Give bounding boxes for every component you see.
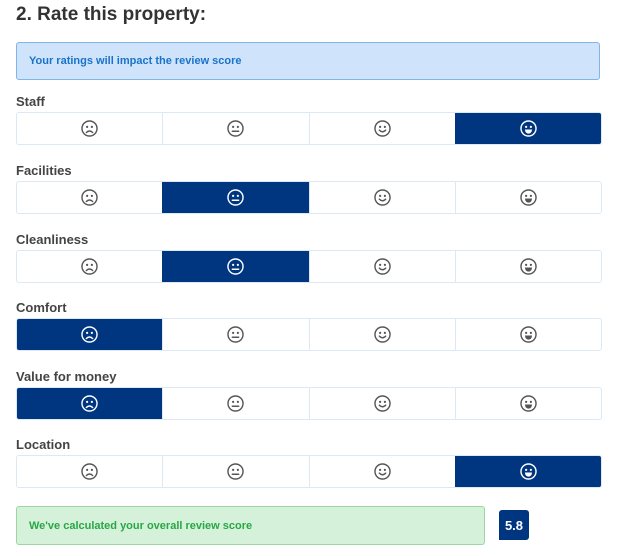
smile-face-icon <box>373 119 392 138</box>
option-sad-face[interactable] <box>17 113 162 144</box>
option-grin-face[interactable] <box>454 251 601 282</box>
grin-face-icon <box>519 462 538 481</box>
grin-face-icon <box>519 119 538 138</box>
option-neutral-face[interactable] <box>162 319 308 350</box>
option-smile-face[interactable] <box>308 251 455 282</box>
sad-face-icon <box>80 462 99 481</box>
info-alert: Your ratings will impact the review scor… <box>16 42 600 80</box>
option-grin-face[interactable] <box>454 319 601 350</box>
option-neutral-face[interactable] <box>162 113 308 144</box>
option-grin-face[interactable] <box>454 182 601 213</box>
neutral-face-icon <box>226 462 245 481</box>
neutral-face-icon <box>226 257 245 276</box>
option-smile-face[interactable] <box>308 319 455 350</box>
sad-face-icon <box>80 188 99 207</box>
rating-label: Facilities <box>16 163 72 178</box>
option-grin-face[interactable] <box>454 388 601 419</box>
smile-face-icon <box>373 257 392 276</box>
info-alert-text: Your ratings will impact the review scor… <box>29 55 242 67</box>
smile-face-icon <box>373 462 392 481</box>
neutral-face-icon <box>226 188 245 207</box>
rating-label: Location <box>16 437 71 452</box>
rating-options <box>16 455 602 488</box>
rating-row-comfort: Comfort <box>16 298 602 351</box>
grin-face-icon <box>519 257 538 276</box>
option-smile-face[interactable] <box>308 456 455 487</box>
sad-face-icon <box>80 257 99 276</box>
rating-row-staff: Staff <box>16 92 602 145</box>
rating-options <box>16 250 602 283</box>
sad-face-icon <box>80 325 99 344</box>
overall-score-badge: 5.8 <box>499 510 529 540</box>
neutral-face-icon <box>226 119 245 138</box>
option-sad-face[interactable] <box>17 456 162 487</box>
neutral-face-icon <box>226 325 245 344</box>
grin-face-icon <box>519 394 538 413</box>
option-grin-face[interactable] <box>454 456 601 487</box>
option-neutral-face[interactable] <box>162 456 308 487</box>
option-neutral-face[interactable] <box>162 388 308 419</box>
rating-options <box>16 181 602 214</box>
option-neutral-face[interactable] <box>162 182 309 213</box>
rating-options <box>16 387 602 420</box>
section-title: 2. Rate this property: <box>16 4 207 25</box>
option-sad-face[interactable] <box>17 319 163 350</box>
rating-label: Comfort <box>16 300 67 315</box>
neutral-face-icon <box>226 394 245 413</box>
rating-label: Staff <box>16 94 45 109</box>
option-smile-face[interactable] <box>308 113 455 144</box>
rating-options <box>16 112 602 145</box>
rating-label: Value for money <box>16 369 117 384</box>
option-sad-face[interactable] <box>17 182 162 213</box>
rating-row-cleanliness: Cleanliness <box>16 230 602 283</box>
sad-face-icon <box>80 394 99 413</box>
smile-face-icon <box>373 394 392 413</box>
rating-row-value-for-money: Value for money <box>16 367 602 420</box>
smile-face-icon <box>373 325 392 344</box>
sad-face-icon <box>80 119 99 138</box>
smile-face-icon <box>373 188 392 207</box>
option-neutral-face[interactable] <box>162 251 309 282</box>
rating-options <box>16 318 602 351</box>
option-sad-face[interactable] <box>17 388 163 419</box>
option-sad-face[interactable] <box>17 251 162 282</box>
rating-label: Cleanliness <box>16 232 89 247</box>
grin-face-icon <box>519 188 538 207</box>
overall-score-text: We've calculated your overall review sco… <box>29 519 253 532</box>
option-smile-face[interactable] <box>308 388 455 419</box>
rating-row-location: Location <box>16 435 602 488</box>
option-grin-face[interactable] <box>454 113 601 144</box>
grin-face-icon <box>519 325 538 344</box>
option-smile-face[interactable] <box>308 182 455 213</box>
rating-row-facilities: Facilities <box>16 161 602 214</box>
overall-score-message: We've calculated your overall review sco… <box>16 506 485 545</box>
